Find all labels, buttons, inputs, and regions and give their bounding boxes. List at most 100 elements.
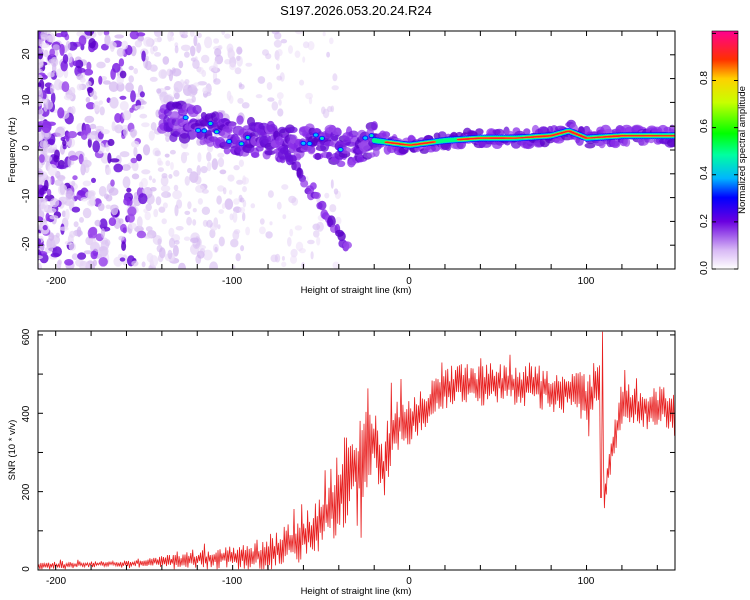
- heatmap-blob: [192, 104, 202, 115]
- heatmap-blob: [218, 209, 224, 215]
- heatmap-blob: [275, 63, 280, 70]
- chart-title: S197.2026.053.20.24.R24: [280, 3, 432, 18]
- heatmap-blob: [236, 179, 244, 185]
- heatmap-blob: [55, 33, 64, 38]
- heatmap-blob: [282, 214, 287, 220]
- heatmap-blob: [206, 161, 212, 172]
- heatmap-blob: [201, 189, 209, 194]
- heatmap-blob: [116, 47, 125, 57]
- heatmap-blob: [276, 75, 283, 81]
- heatmap-blob: [197, 198, 203, 205]
- heatmap-blob: [224, 33, 231, 39]
- heatmap-blob: [129, 128, 138, 137]
- heatmap-blob: [184, 79, 190, 85]
- heatmap-blob: [122, 227, 127, 234]
- heatmap-blob: [264, 150, 276, 156]
- heatmap-blob: [121, 241, 127, 252]
- heatmap-blob: [206, 151, 212, 162]
- heatmap-blob: [85, 96, 91, 103]
- heatmap-blob: [161, 173, 168, 179]
- heatmap-blob: [197, 66, 204, 75]
- heatmap-blob: [326, 51, 330, 58]
- heatmap-blob: [196, 32, 202, 39]
- heatmap-blob: [168, 237, 176, 248]
- heatmap-blob: [153, 37, 162, 43]
- heatmap-blob: [223, 147, 231, 155]
- heatmap-blob: [157, 238, 162, 246]
- heatmap-blob: [182, 143, 188, 150]
- heatmap-blob: [54, 78, 62, 91]
- heatmap-blob: [52, 62, 57, 74]
- heatmap-blob: [222, 187, 227, 195]
- heatmap-blob: [201, 206, 211, 215]
- heatmap-blob: [267, 97, 275, 102]
- heatmap-blob: [289, 228, 294, 237]
- snr-panel: -200 -100 0 100 600 400 200 0 Height of …: [7, 328, 676, 597]
- heatmap-blob: [43, 49, 49, 58]
- heatmap-blob: [305, 92, 313, 100]
- heatmap-blob: [44, 179, 49, 192]
- heatmap-blob: [290, 255, 297, 264]
- heatmap-blob: [193, 35, 198, 47]
- heatmap-blob: [157, 157, 162, 166]
- heatmap-blob: [333, 188, 339, 195]
- heatmap-blob: [99, 218, 108, 230]
- heatmap-blob: [38, 255, 43, 260]
- heatmap-blob: [262, 49, 269, 56]
- heatmap-blob: [182, 152, 190, 156]
- colorbar-tick-label: 0.2: [699, 214, 710, 228]
- heatmap-blob: [255, 94, 263, 99]
- heatmap-blob: [332, 261, 340, 269]
- heatmap-blob: [48, 232, 55, 241]
- heatmap-blob: [237, 97, 244, 104]
- heatmap-blob: [149, 64, 158, 72]
- heatmap-blob: [148, 130, 155, 141]
- heatmap-blob: [44, 246, 53, 253]
- heatmap-blob: [339, 148, 342, 151]
- heatmap-blob: [431, 141, 436, 143]
- heatmap-blob: [227, 174, 235, 182]
- heatmap-blob: [154, 150, 161, 157]
- heatmap-blob: [160, 175, 169, 187]
- heatmap-blob: [194, 56, 198, 62]
- heatmap-blob: [174, 240, 180, 245]
- heatmap-blob: [214, 47, 222, 57]
- heatmap-blob: [267, 190, 274, 198]
- heatmap-blob: [81, 159, 92, 168]
- heatmap-blob: [130, 90, 136, 103]
- heatmap-blob: [38, 108, 44, 116]
- heatmap-blob: [77, 190, 86, 196]
- heatmap-blob: [276, 92, 284, 100]
- heatmap-blob: [217, 152, 225, 158]
- x-tick-label: 0: [406, 576, 412, 587]
- heatmap-blob: [73, 229, 83, 237]
- y-tick-label: -20: [21, 236, 32, 251]
- heatmap-blob: [122, 110, 132, 121]
- heatmap-blob: [77, 67, 86, 73]
- heatmap-blob: [154, 52, 162, 57]
- x-tick-label: -200: [46, 276, 66, 287]
- heatmap-blob: [218, 236, 225, 247]
- heatmap-blob: [49, 215, 59, 220]
- x-tick-label: 100: [578, 576, 595, 587]
- heatmap-blob: [331, 85, 339, 91]
- heatmap-blob: [112, 62, 121, 73]
- heatmap-blob: [128, 65, 134, 71]
- heatmap-blob: [217, 224, 221, 230]
- heatmap-blob: [98, 257, 108, 267]
- heatmap-blob: [119, 95, 127, 100]
- spectrogram-x-ticks: [55, 31, 658, 269]
- heatmap-blob: [317, 200, 327, 211]
- heatmap-blob: [348, 130, 359, 138]
- heatmap-blob: [68, 242, 77, 251]
- heatmap-blob: [97, 203, 105, 211]
- heatmap-blob: [584, 142, 596, 149]
- heatmap-blob: [111, 121, 116, 132]
- heatmap-blob: [310, 251, 314, 260]
- heatmap-blob: [38, 60, 44, 69]
- y-tick-label: 0: [21, 566, 32, 572]
- heatmap-blob: [302, 41, 310, 49]
- heatmap-blob: [178, 262, 186, 269]
- heatmap-blob: [133, 146, 138, 157]
